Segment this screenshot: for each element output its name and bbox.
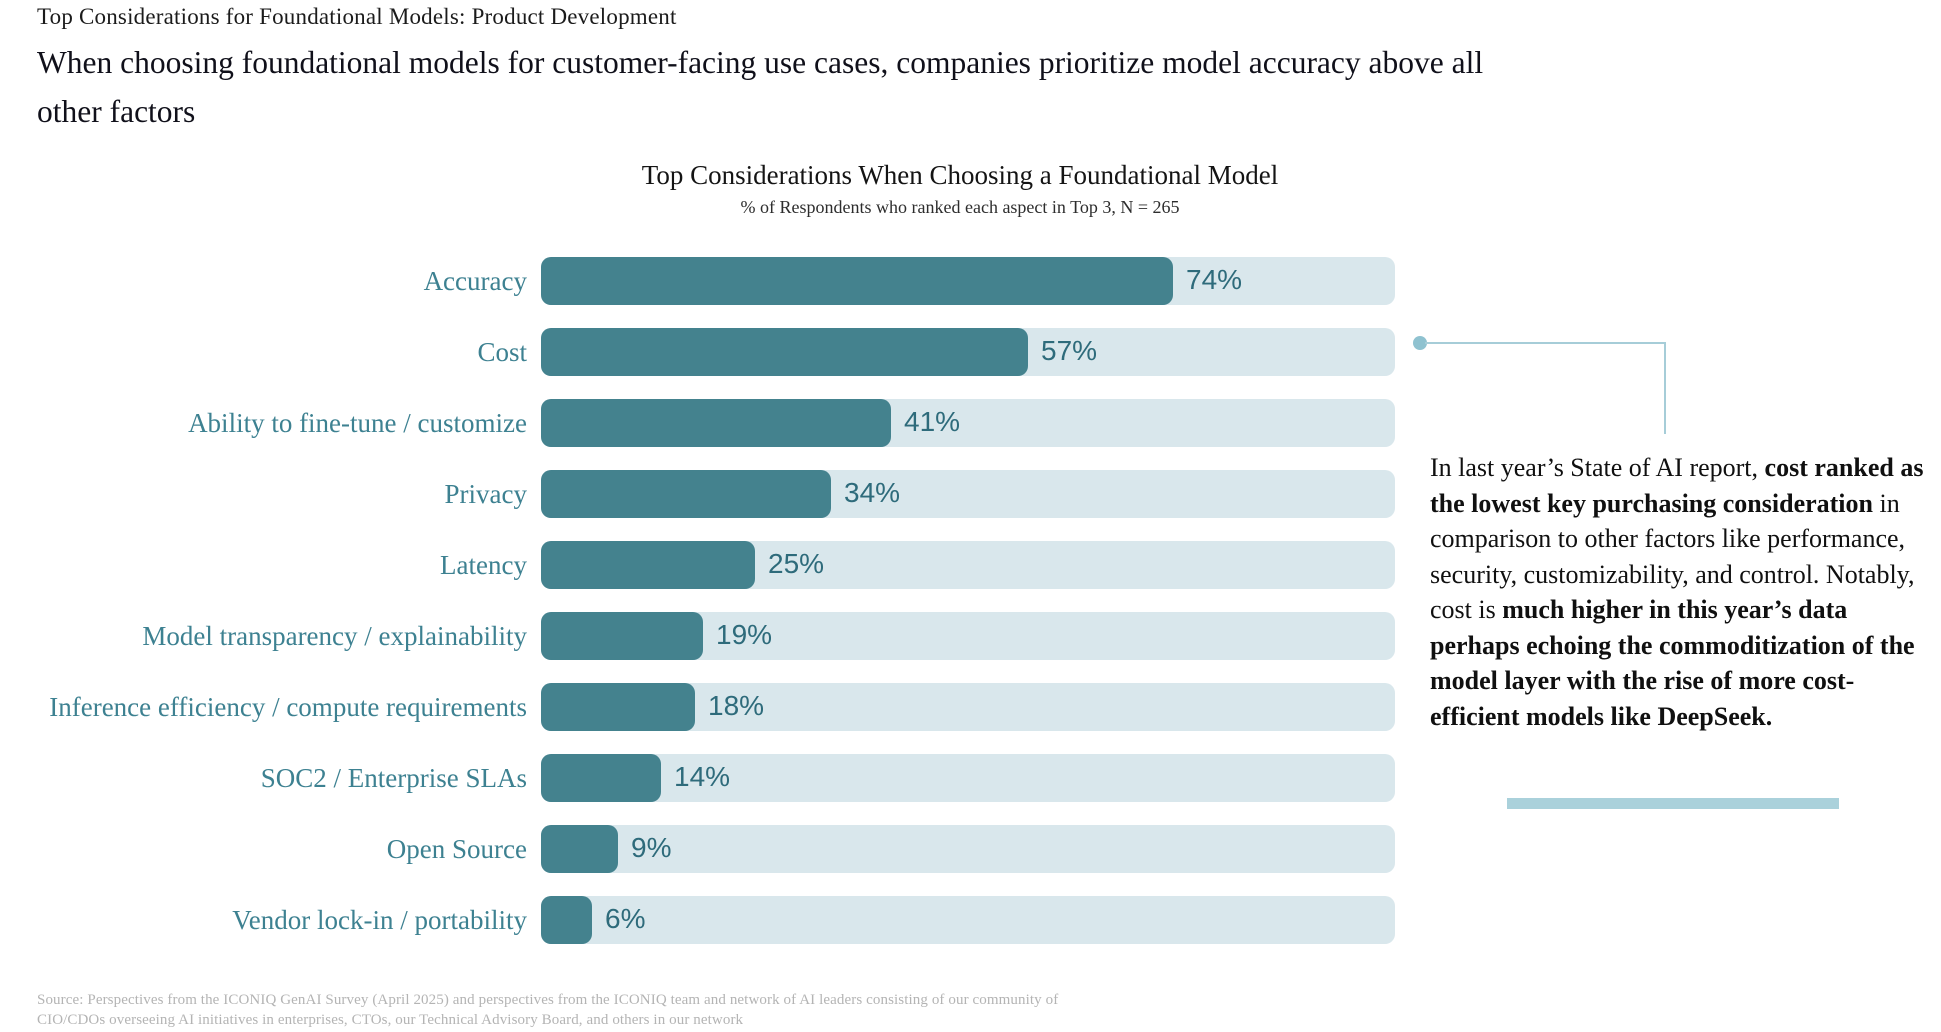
bar-value-label: 25% xyxy=(768,548,825,579)
text-line: other factors xyxy=(37,94,196,129)
annotation-text: In last year’s State of AI report, cost … xyxy=(1430,450,1936,734)
bar-row: SOC2 / Enterprise SLAs 14% xyxy=(41,754,1395,802)
bar-fill xyxy=(541,541,755,589)
bar-row: Inference efficiency / compute requireme… xyxy=(41,683,1395,731)
text-line: CIO/CDOs overseeing AI initiatives in en… xyxy=(37,1011,744,1028)
annotation-bold-segment: cost ranked as the lowest key purchasing… xyxy=(1430,453,1924,518)
bar-fill xyxy=(541,470,831,518)
chart-header: Top Considerations When Choosing a Found… xyxy=(185,160,1735,218)
bar-row: Privacy 34% xyxy=(41,470,1395,518)
bar-value-label: 74% xyxy=(1186,264,1243,295)
text-line: When choosing foundational models for cu… xyxy=(37,45,1484,80)
bar-track: 9% xyxy=(541,825,1395,873)
bar-category-label: Vendor lock-in / portability xyxy=(232,905,527,935)
chart-subtitle: % of Respondents who ranked each aspect … xyxy=(740,197,1180,217)
bar-value-label: 19% xyxy=(716,619,773,650)
bar-fill xyxy=(541,825,618,873)
bar-fill xyxy=(541,612,703,660)
bar-value-label: 14% xyxy=(674,761,731,792)
bar-category-label: Inference efficiency / compute requireme… xyxy=(49,692,527,722)
bar-fill xyxy=(541,399,891,447)
annotation-connector-line-vertical xyxy=(1664,343,1666,434)
bar-track: 14% xyxy=(541,754,1395,802)
bar-track: 18% xyxy=(541,683,1395,731)
bar-value-label: 57% xyxy=(1041,335,1098,366)
bar-fill xyxy=(541,257,1173,305)
bar-category-label: SOC2 / Enterprise SLAs xyxy=(260,763,527,793)
bar-track: 19% xyxy=(541,612,1395,660)
bar-fill xyxy=(541,896,592,944)
bar-category-label: Latency xyxy=(440,550,527,580)
bar-track: 41% xyxy=(541,399,1395,447)
bar-category-label: Accuracy xyxy=(423,266,527,296)
annotation-bold-segment: much higher in this year’s data perhaps … xyxy=(1430,595,1915,731)
bar-track: 57% xyxy=(541,328,1395,376)
bar-row: Open Source 9% xyxy=(41,825,1395,873)
annotation-segment: in comparison to other factors like perf… xyxy=(1430,488,1915,625)
bar-category-label: Model transparency / explainability xyxy=(142,621,527,651)
source-footnote: Source: Perspectives from the ICONIQ Gen… xyxy=(37,991,1197,1030)
bar-track: 6% xyxy=(541,896,1395,944)
bar-track: 25% xyxy=(541,541,1395,589)
bar-value-label: 18% xyxy=(708,690,765,721)
bar-value-label: 34% xyxy=(844,477,901,508)
bar-fill xyxy=(541,683,695,731)
bar-category-label: Cost xyxy=(477,337,527,367)
chart-title: Top Considerations When Choosing a Found… xyxy=(641,160,1279,190)
bar-row: Latency 25% xyxy=(41,541,1395,589)
bar-fill xyxy=(541,754,661,802)
text-line: Source: Perspectives from the ICONIQ Gen… xyxy=(37,992,1059,1008)
page-eyebrow-title: Top Considerations for Foundational Mode… xyxy=(37,4,677,29)
bar-value-label: 41% xyxy=(904,406,961,437)
bar-row: Model transparency / explainability 19% xyxy=(41,612,1395,660)
bar-category-label: Privacy xyxy=(444,479,527,509)
bar-row: Cost 57% xyxy=(41,328,1395,376)
annotation-underline-bar xyxy=(1507,798,1839,809)
bar-chart: Accuracy 74% Cost 57% Ability to fine-tune /… xyxy=(41,257,1395,967)
bar-row: Ability to fine-tune / customize 41% xyxy=(41,399,1395,447)
annotation-connector-dot xyxy=(1413,336,1427,350)
bar-value-label: 6% xyxy=(605,903,646,934)
page-headline: When choosing foundational models for cu… xyxy=(37,38,1483,136)
bar-category-label: Open Source xyxy=(386,834,527,864)
bar-track: 74% xyxy=(541,257,1395,305)
bar-value-label: 9% xyxy=(631,832,672,863)
annotation-segment: In last year’s State of AI report, xyxy=(1430,453,1765,482)
bar-category-label: Ability to fine-tune / customize xyxy=(188,408,527,438)
bar-row: Vendor lock-in / portability 6% xyxy=(41,896,1395,944)
bar-track: 34% xyxy=(541,470,1395,518)
annotation-connector-line-horizontal xyxy=(1425,342,1666,344)
bar-row: Accuracy 74% xyxy=(41,257,1395,305)
bar-fill xyxy=(541,328,1028,376)
